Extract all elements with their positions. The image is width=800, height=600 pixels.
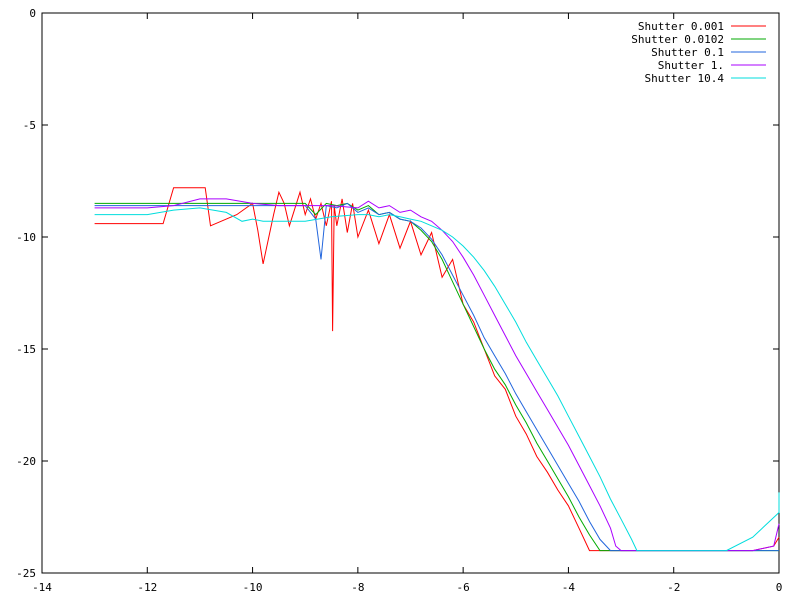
y-tick-label: -20 [16, 455, 36, 468]
x-tick-label: -4 [562, 581, 576, 594]
y-tick-label: 0 [29, 7, 36, 20]
axis-ticks: -14 -12 -10 -8 -6 -4 -2 00-5-10-15-20-25 [16, 7, 782, 594]
legend-label: Shutter 10.4 [645, 72, 725, 85]
y-tick-label: -10 [16, 231, 36, 244]
x-tick-label: -8 [351, 581, 364, 594]
series-lines [94, 187, 780, 552]
series-line-2 [94, 202, 779, 552]
series-line-1 [94, 187, 780, 552]
x-tick-label: 0 [776, 581, 783, 594]
y-tick-label: -5 [23, 119, 36, 132]
series-line-4 [94, 198, 780, 552]
y-tick-label: -15 [16, 343, 36, 356]
x-tick-label: -12 [137, 581, 157, 594]
x-tick-label: -6 [457, 581, 470, 594]
plot-frame [41, 12, 780, 574]
legend-label: Shutter 0.001 [638, 20, 724, 33]
legend-label: Shutter 0.1 [651, 46, 724, 59]
x-tick-label: -2 [667, 581, 680, 594]
legend-label: Shutter 1. [658, 59, 724, 72]
x-tick-label: -10 [243, 581, 263, 594]
legend-label: Shutter 0.0102 [631, 33, 724, 46]
y-tick-label: -25 [16, 567, 36, 580]
x-tick-label: -14 [32, 581, 52, 594]
series-line-5 [94, 207, 780, 552]
